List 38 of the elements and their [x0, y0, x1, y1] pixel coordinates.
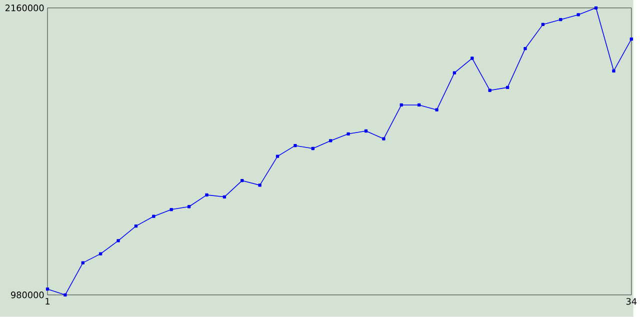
- point: [170, 208, 173, 212]
- point: [524, 47, 527, 50]
- point: [276, 154, 280, 158]
- point: [99, 252, 102, 256]
- point: [382, 137, 386, 140]
- point: [435, 108, 438, 112]
- point: [364, 130, 368, 133]
- point: [612, 69, 616, 73]
- point: [152, 214, 156, 218]
- point: [240, 179, 244, 182]
- point: [594, 6, 598, 10]
- point: [470, 56, 474, 60]
- point: [187, 205, 191, 208]
- x-tick-label: 1: [46, 298, 50, 305]
- point: [294, 144, 297, 148]
- y-tick-label: 2160000: [5, 4, 44, 12]
- point: [400, 104, 403, 107]
- point: [418, 104, 421, 107]
- point: [541, 23, 545, 26]
- point: [630, 38, 633, 41]
- point: [488, 88, 492, 92]
- y-tick-label: 980000: [11, 292, 44, 298]
- point: [258, 184, 262, 187]
- point: [506, 86, 510, 90]
- point: [576, 13, 580, 16]
- point: [205, 194, 208, 197]
- point: [81, 261, 84, 265]
- point: [452, 71, 456, 75]
- point: [559, 18, 562, 22]
- point: [311, 147, 314, 150]
- x-tick-label: 34: [626, 298, 637, 305]
- point: [134, 224, 138, 228]
- point: [116, 239, 120, 242]
- point: [46, 288, 50, 291]
- point: [64, 293, 67, 297]
- point: [222, 195, 226, 199]
- point: [329, 139, 332, 142]
- point: [346, 132, 350, 136]
